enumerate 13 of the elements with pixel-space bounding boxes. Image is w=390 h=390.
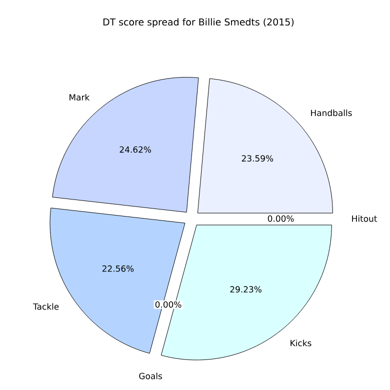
data-label: 22.56%	[102, 265, 134, 272]
category-label: Goals	[139, 372, 162, 380]
data-label: 29.23%	[230, 286, 262, 293]
slice-label: Tackle	[32, 303, 59, 310]
text: 0.00%	[268, 215, 294, 222]
slice-label: Mark	[70, 94, 90, 101]
text: 0.00%	[155, 301, 182, 308]
category-label: Hitout	[352, 215, 378, 222]
chart-title: DT score spread for Billie Smedts (2015)	[103, 18, 294, 28]
data-label: 24.62%	[120, 146, 152, 153]
slice-label: Kicks	[290, 340, 312, 346]
slice-label: Handballs	[311, 110, 352, 116]
data-label: 23.59%	[242, 155, 274, 162]
